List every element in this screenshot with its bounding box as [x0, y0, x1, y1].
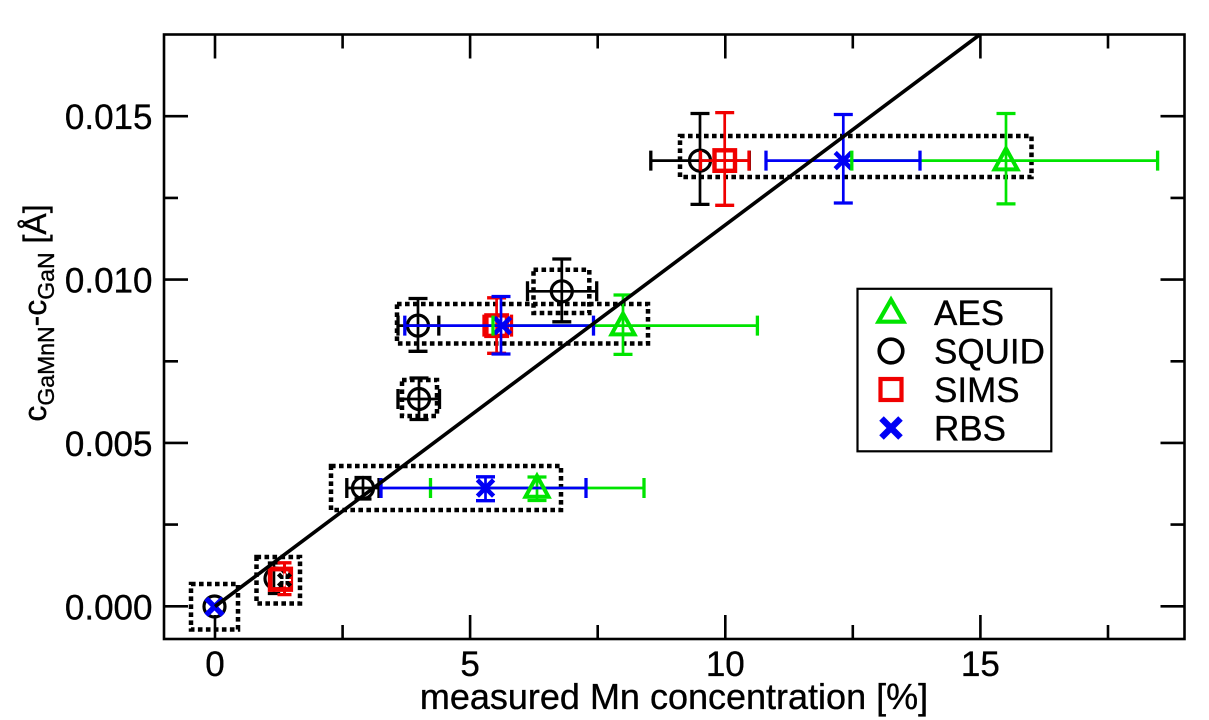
svg-text:measured Mn concentration [%]: measured Mn concentration [%]	[420, 676, 928, 717]
svg-text:AES: AES	[934, 294, 1004, 333]
svg-text:0.000: 0.000	[65, 588, 153, 627]
svg-text:15: 15	[961, 645, 1000, 684]
svg-text:RBS: RBS	[934, 410, 1006, 449]
svg-text:10: 10	[706, 645, 745, 684]
svg-text:0: 0	[205, 645, 224, 684]
svg-text:SQUID: SQUID	[934, 333, 1045, 372]
svg-text:0.005: 0.005	[65, 425, 153, 464]
svg-text:SIMS: SIMS	[934, 371, 1020, 410]
svg-text:cGaMnN-cGaN [Å]: cGaMnN-cGaN [Å]	[17, 204, 59, 421]
svg-text:0.010: 0.010	[65, 262, 153, 301]
svg-text:0.015: 0.015	[65, 98, 153, 137]
svg-text:5: 5	[460, 645, 479, 684]
